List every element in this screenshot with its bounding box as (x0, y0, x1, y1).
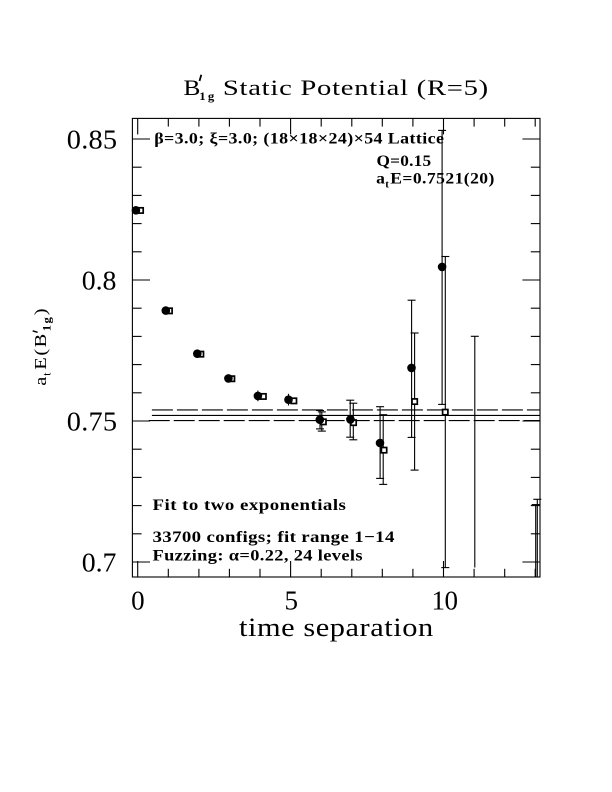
svg-text:0: 0 (131, 585, 145, 615)
svg-text:B: B (184, 76, 201, 100)
svg-text:5: 5 (285, 585, 299, 615)
svg-text:): ) (32, 308, 51, 315)
svg-text:33700 configs; fit range 1−14: 33700 configs; fit range 1−14 (153, 527, 395, 545)
svg-text:0.85: 0.85 (67, 124, 117, 154)
svg-text:β=3.0; ξ=3.0; (18×18×24)×54: β=3.0; ξ=3.0; (18×18×24)×54 Lattice (154, 129, 444, 147)
svg-text:0.7: 0.7 (82, 548, 117, 578)
svg-text:a: a (376, 169, 385, 187)
svg-text:Q=0.15: Q=0.15 (377, 152, 432, 170)
svg-text:a: a (32, 376, 51, 386)
svg-text:Fit to two exponentials: Fit to two exponentials (153, 495, 347, 513)
svg-text:0.75: 0.75 (67, 406, 117, 436)
svg-text:10: 10 (431, 585, 458, 615)
svg-text:Static Potential (R=5): Static Potential (R=5) (223, 75, 488, 100)
svg-text:time separation: time separation (239, 614, 433, 642)
svg-text:0.8: 0.8 (82, 266, 117, 296)
svg-text:1g: 1g (199, 90, 214, 103)
svg-text:t: t (385, 178, 389, 190)
svg-text:E=0.7521(20): E=0.7521(20) (390, 169, 494, 187)
svg-text:E(B: E(B (32, 334, 51, 370)
svg-text:t: t (42, 372, 54, 376)
svg-text:1g: 1g (40, 317, 53, 331)
svg-text:Fuzzing: α=0.22, 24 levels: Fuzzing: α=0.22, 24 levels (153, 546, 363, 564)
